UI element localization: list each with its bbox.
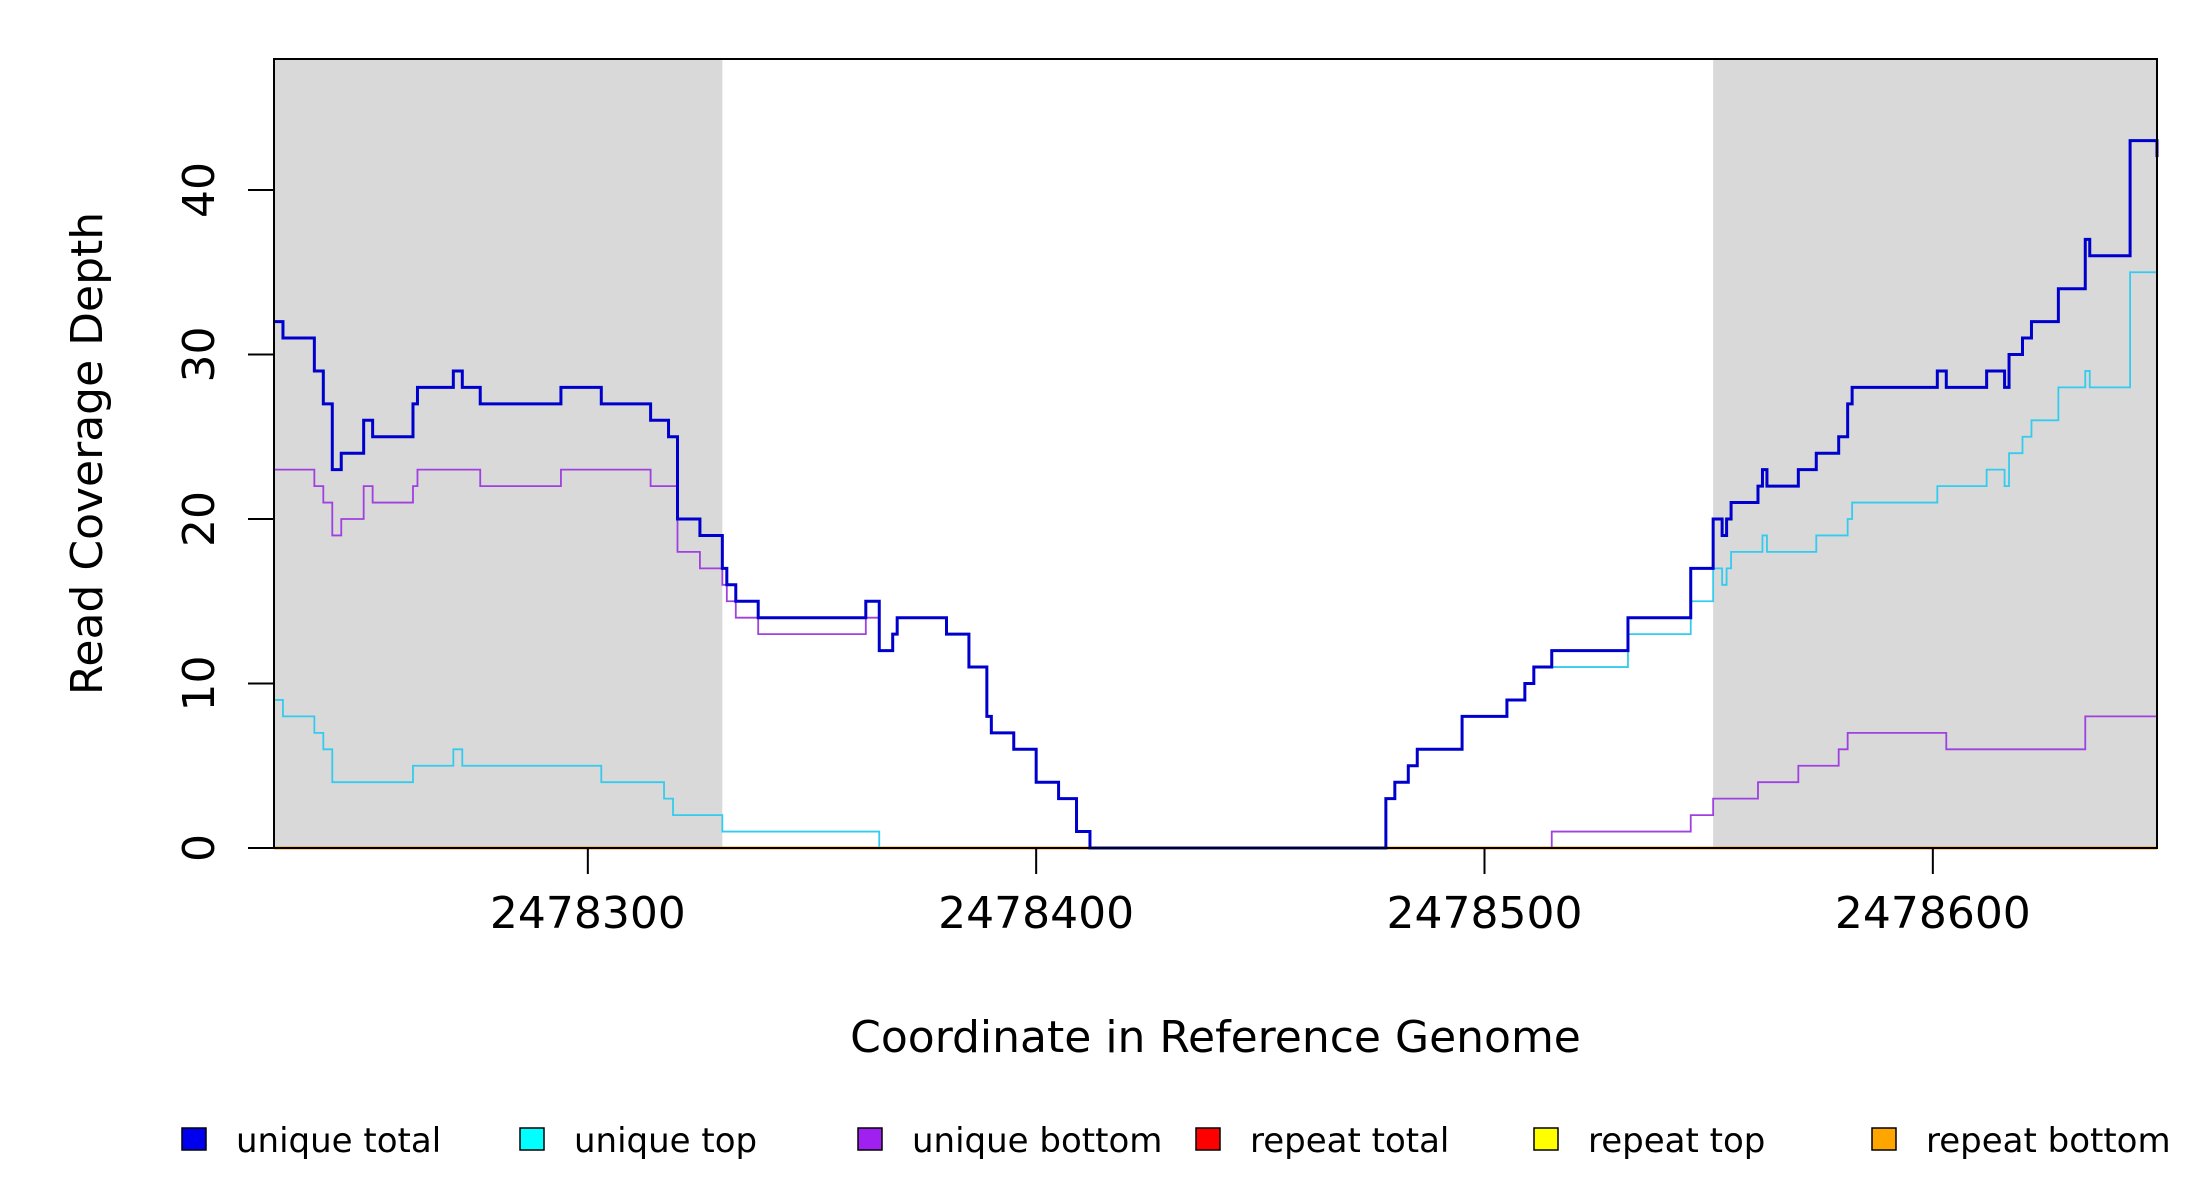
legend: unique total unique top unique bottom repea… (181, 1121, 2171, 1161)
plot-frame (273, 58, 2158, 849)
shaded-regions (274, 59, 2157, 848)
y-tick-label: 40 (174, 162, 225, 218)
legend-swatch-repeat-top (1533, 1127, 1559, 1151)
y-tick-label: 30 (174, 327, 225, 383)
legend-swatch-repeat-bottom (1871, 1127, 1897, 1151)
x-axis: 2478300 2478400 2478500 2478600 (490, 848, 2031, 939)
y-tick-label: 10 (174, 656, 225, 712)
legend-label-repeat-bottom: repeat bottom (1926, 1121, 2171, 1161)
y-axis-title: Read Coverage Depth (62, 212, 113, 695)
legend-label-unique-top: unique top (574, 1121, 757, 1161)
x-tick-label: 2478300 (490, 888, 686, 939)
legend-swatch-unique-total (181, 1127, 207, 1151)
legend-label-unique-bottom: unique bottom (912, 1121, 1162, 1161)
y-tick-label: 20 (174, 491, 225, 547)
legend-swatch-unique-top (519, 1127, 545, 1151)
legend-swatch-unique-bottom (857, 1127, 883, 1151)
legend-label-repeat-top: repeat top (1588, 1121, 1765, 1161)
x-tick-label: 2478400 (938, 888, 1134, 939)
y-tick-label: 0 (174, 834, 225, 862)
x-tick-label: 2478600 (1835, 888, 2031, 939)
legend-label-unique-total: unique total (236, 1121, 441, 1161)
legend-swatch-repeat-total (1195, 1127, 1221, 1151)
shaded-region-2 (1713, 59, 2157, 848)
legend-label-repeat-total: repeat total (1250, 1121, 1449, 1161)
x-tick-label: 2478500 (1387, 888, 1583, 939)
x-axis-title: Coordinate in Reference Genome (850, 1012, 1581, 1063)
y-axis: 0 10 20 30 40 (174, 162, 274, 862)
